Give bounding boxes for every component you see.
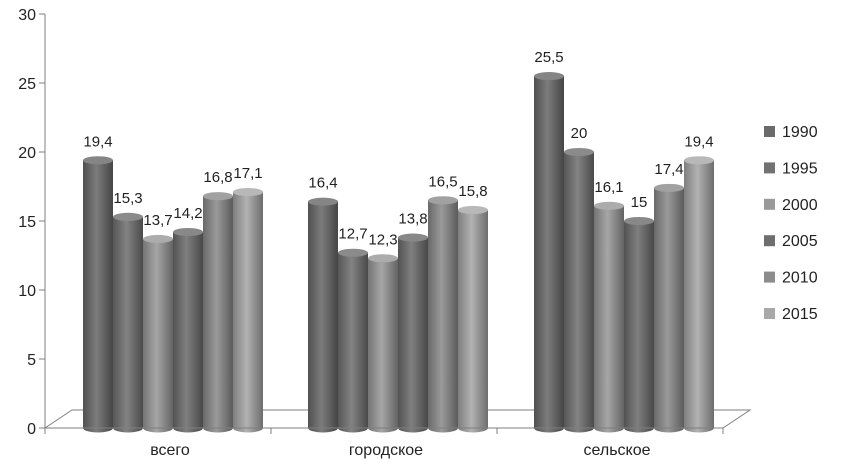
y-tick-label: 5 <box>27 352 36 369</box>
legend-swatch <box>764 308 775 319</box>
data-label: 16,5 <box>428 173 457 190</box>
bar-1995-2 <box>338 248 368 433</box>
bar-2015-2 <box>458 205 489 433</box>
bar-series-group <box>83 72 714 433</box>
category-label: сельское <box>583 442 650 459</box>
category-axis: всего городское сельское <box>44 427 724 459</box>
legend-item: 2005 <box>764 233 818 250</box>
y-tick-label: 10 <box>18 283 36 300</box>
legend-label: 2015 <box>782 306 818 323</box>
data-label: 12,7 <box>338 226 367 243</box>
data-label: 25,5 <box>534 49 563 66</box>
category-label: городское <box>349 442 423 459</box>
legend-swatch <box>764 198 775 210</box>
bar-1995-1 <box>113 212 143 433</box>
data-label: 17,4 <box>654 161 683 178</box>
bar-2015-3 <box>684 156 714 433</box>
y-tick-label: 15 <box>18 214 36 231</box>
data-label: 19,4 <box>83 133 112 150</box>
data-label: 13,8 <box>398 211 427 228</box>
legend-item: 2010 <box>764 270 818 287</box>
bar-2010-1 <box>203 192 233 433</box>
bar-1995-3 <box>564 147 594 433</box>
y-tick-label: 30 <box>18 7 36 24</box>
bar-2015-1 <box>233 187 263 433</box>
legend-item: 1995 <box>764 160 818 177</box>
bar-2000-2 <box>368 254 398 433</box>
bar-2005-1 <box>173 227 203 433</box>
bar-2000-3 <box>594 201 624 433</box>
bar-1990-1 <box>83 156 114 433</box>
legend-label: 1995 <box>782 160 818 177</box>
bar-2010-2 <box>428 196 458 433</box>
legend-swatch <box>764 271 775 283</box>
data-labels: 19,4 15,313,7 14,2 16,8 17,1 16,4 12,7 12,313,8… <box>83 49 713 248</box>
data-label: 14,2 <box>173 205 202 222</box>
bar-1990-3 <box>534 72 564 433</box>
legend-swatch <box>764 162 775 174</box>
data-label: 15,8 <box>458 183 487 200</box>
bar-1990-2 <box>308 197 338 433</box>
data-label: 12,3 <box>368 231 397 248</box>
value-axis: 0 5 10 15 20 25 30 <box>18 7 46 438</box>
legend-item: 1990 <box>764 124 818 141</box>
y-tick-label: 20 <box>18 145 36 162</box>
bar-2010-3 <box>654 183 684 433</box>
data-label: 16,8 <box>203 169 232 186</box>
data-label: 16,4 <box>308 175 337 192</box>
legend-swatch <box>764 126 775 137</box>
legend-label: 1990 <box>782 124 818 141</box>
legend-item: 2000 <box>764 197 818 214</box>
y-tick-label: 25 <box>18 76 36 93</box>
data-label: 17,1 <box>233 165 262 182</box>
data-label: 15,3 <box>113 190 142 207</box>
bar-2005-3 <box>624 216 654 433</box>
legend-item: 2015 <box>764 306 818 323</box>
legend-label: 2005 <box>782 233 818 250</box>
data-label: 16,1 <box>594 179 623 196</box>
data-label: 20 <box>571 125 588 142</box>
bar-2005-2 <box>398 233 428 433</box>
data-label: 13,7 <box>143 212 172 229</box>
bar-2000-1 <box>143 234 173 433</box>
legend-label: 2010 <box>782 270 818 287</box>
legend-label: 2000 <box>782 197 818 214</box>
data-label: 15 <box>631 194 648 211</box>
data-label: 19,4 <box>684 133 713 150</box>
category-label: всего <box>150 442 190 459</box>
legend: 1990 1995 2000 2005 2010 2015 <box>764 124 818 323</box>
legend-swatch <box>764 235 775 247</box>
y-tick-label: 0 <box>27 421 36 438</box>
